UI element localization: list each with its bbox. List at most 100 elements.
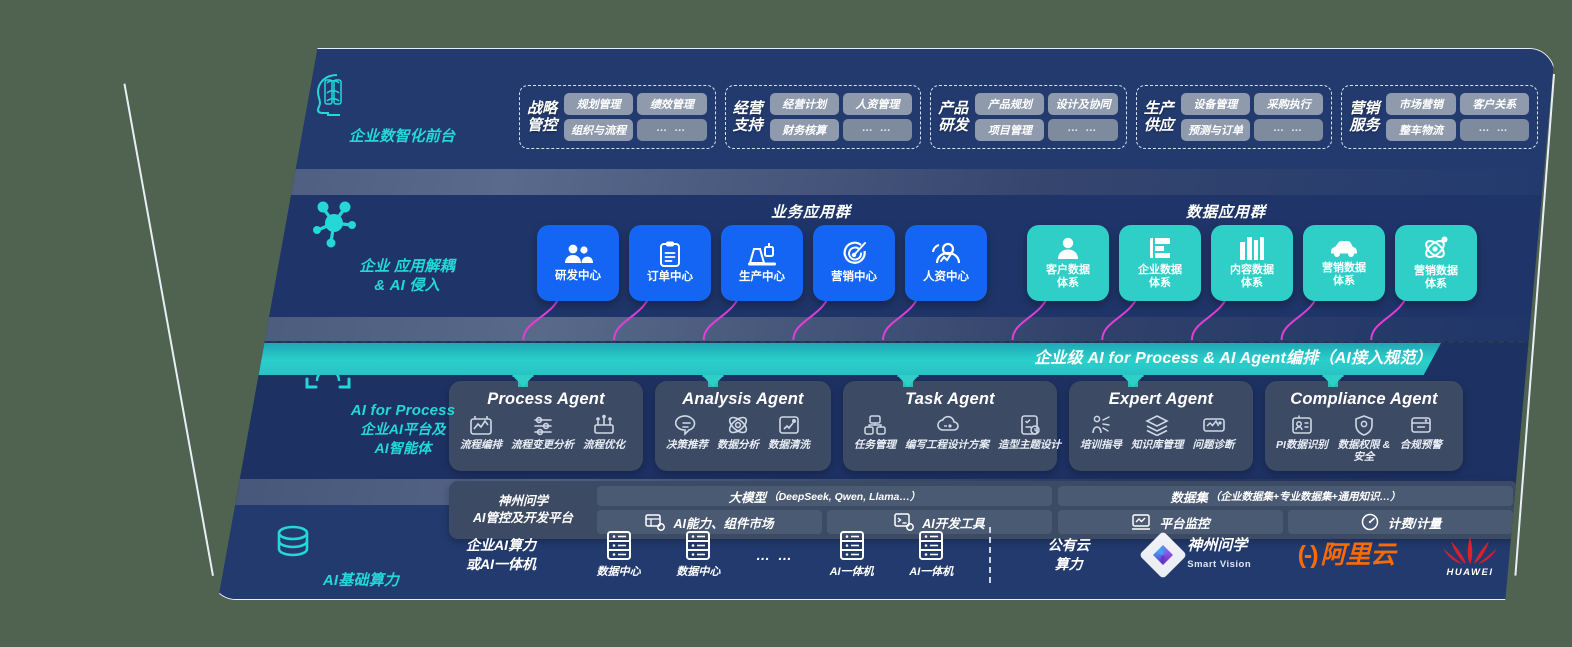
domain-chip[interactable]: 客户关系 <box>1459 93 1529 115</box>
ai-dev-tool-cell[interactable]: AI开发工具 <box>827 510 1052 534</box>
domain-group-production-supply[interactable]: 生产 供应 设备管理 采购执行 预测与订单 … … <box>1135 85 1333 149</box>
domain-chip-more[interactable]: … … <box>1459 119 1529 141</box>
agent-card-row: Process Agent 流程编排 流程变更分析 <box>449 381 1463 472</box>
agent-item-label: 编写工程设计方案 <box>905 439 989 451</box>
agent-item[interactable]: 流程优化 <box>580 414 628 451</box>
domain-chip[interactable]: 财务核算 <box>769 119 839 141</box>
domain-chip[interactable]: 整车物流 <box>1386 119 1456 141</box>
dataset-row[interactable]: 数据集 （企业数据集+专业数据集+通用知识…） <box>1058 486 1513 507</box>
enterprise-compute-label: 企业AI算力 或AI一体机 <box>466 537 536 572</box>
agent-item[interactable]: 数据清洗 <box>765 414 813 451</box>
domain-chip-more[interactable]: … … <box>1048 119 1118 141</box>
aliyun-logo[interactable]: (-) 阿里云 <box>1298 542 1396 568</box>
app-card-enterprise-data[interactable]: 企业数据 体系 <box>1119 225 1201 301</box>
app-card-label: 人资中心 <box>923 271 969 284</box>
domain-chip[interactable]: 规划管理 <box>564 93 634 115</box>
domain-group-product-rd[interactable]: 产品 研发 产品规划 设计及协同 项目管理 … … <box>930 85 1127 149</box>
app-card-label: 营销中心 <box>831 271 877 284</box>
agent-item[interactable]: 流程变更分析 <box>508 414 577 451</box>
app-card-label: 内容数据 体系 <box>1230 264 1274 289</box>
domain-chip[interactable]: 经营计划 <box>769 93 839 115</box>
billing-metering-cell[interactable]: 计费/计量 <box>1288 510 1513 534</box>
domain-title: 产品 研发 <box>938 99 969 134</box>
domain-chip[interactable]: 绩效管理 <box>637 93 707 115</box>
agent-item[interactable]: 流程编排 <box>457 414 505 451</box>
app-card-hr-center[interactable]: 人资中心 <box>905 225 987 301</box>
agent-item-label: 任务管理 <box>854 439 896 451</box>
app-card-marketing-data[interactable]: 营销数据 体系 <box>1395 225 1477 301</box>
domain-chip-more[interactable]: … … <box>1254 119 1324 141</box>
app-card-marketing-center[interactable]: 营销中心 <box>813 225 895 301</box>
domain-chip[interactable]: 预测与订单 <box>1180 119 1251 141</box>
shenzhou-wenxue-logo[interactable]: 神州问学 Smart Vision <box>1139 530 1252 580</box>
agent-item[interactable]: 问题诊断 <box>1190 414 1238 451</box>
agent-card-process[interactable]: Process Agent 流程编排 流程变更分析 <box>449 381 643 472</box>
agent-card-compliance[interactable]: Compliance Agent PI数据识别 数据权限 & 安全 <box>1265 381 1463 472</box>
agent-item[interactable]: 决策推荐 <box>663 414 711 451</box>
agent-item-label: 知识库管理 <box>1131 439 1184 451</box>
ai-platform-bar[interactable]: 神州问学 AI管控及开发平台 大模型 （DeepSeek, Qwen, Llama… <box>449 481 1519 539</box>
infra-node-datacenter-2[interactable]: 数据中心 <box>676 530 720 579</box>
app-card-production-center[interactable]: 生产中心 <box>721 225 803 301</box>
domain-chip[interactable]: 产品规划 <box>975 93 1045 115</box>
agent-item[interactable]: PI数据识别 <box>1273 414 1331 463</box>
domain-chip-more[interactable]: … … <box>637 119 707 141</box>
ai-capability-market-cell[interactable]: AI能力、组件市场 <box>597 510 822 534</box>
server-rack-icon <box>837 530 867 562</box>
infra-node-datacenter-1[interactable]: 数据中心 <box>597 530 641 579</box>
data-apps-row: 客户数据 体系 企业数据 体系 内容数据 体系 营销数据 体系 <box>1027 225 1477 301</box>
logo-text-en: Smart Vision <box>1187 558 1252 570</box>
infra-node-ai-appliance-2[interactable]: AI一体机 <box>909 530 953 579</box>
domain-chip[interactable]: 项目管理 <box>975 119 1045 141</box>
agent-card-analysis[interactable]: Analysis Agent 决策推荐 数据分析 <box>655 381 831 472</box>
llm-row[interactable]: 大模型 （DeepSeek, Qwen, Llama…） <box>597 486 1052 507</box>
platform-name: 神州问学 AI管控及开发平台 <box>455 486 591 534</box>
agent-item[interactable]: 培训指导 <box>1077 414 1125 451</box>
huawei-logo[interactable]: HUAWEI <box>1442 533 1498 578</box>
app-card-label: 营销数据 体系 <box>1322 262 1366 287</box>
logo-text-en: HUAWEI <box>1446 566 1494 578</box>
checklist-clock-icon <box>1018 414 1042 436</box>
rail-label-line3: AI智能体 <box>374 440 432 457</box>
agent-item-label: 数据分析 <box>717 439 759 451</box>
agent-item[interactable]: 造型主题设计 <box>995 414 1064 451</box>
domain-chip[interactable]: 采购执行 <box>1254 93 1324 115</box>
domain-chip[interactable]: 组织与流程 <box>564 119 634 141</box>
infra-divider <box>988 527 991 583</box>
agent-item[interactable]: 编写工程设计方案 <box>902 414 992 451</box>
domain-chip[interactable]: 设计及协同 <box>1048 93 1118 115</box>
platform-monitor-cell[interactable]: 平台监控 <box>1058 510 1283 534</box>
app-card-content-data[interactable]: 内容数据 体系 <box>1211 225 1293 301</box>
platform-monitor-label: 平台监控 <box>1159 516 1210 531</box>
rail-decoupling: 企业 应用解耦 & AI 侵入 <box>307 199 507 295</box>
bars-content-icon <box>1239 236 1265 261</box>
huawei-flower-icon <box>1442 533 1498 565</box>
infra-node-ai-appliance-1[interactable]: AI一体机 <box>830 530 874 579</box>
domain-group-operation[interactable]: 经营 支持 经营计划 人资管理 财务核算 … … <box>724 85 922 149</box>
app-card-product-data[interactable]: 营销数据 体系 <box>1303 225 1385 301</box>
car-icon <box>1329 238 1359 258</box>
shield-key-icon <box>1352 414 1376 436</box>
app-card-label: 客户数据 体系 <box>1046 264 1090 289</box>
app-card-label: 企业数据 体系 <box>1138 264 1182 289</box>
agent-item[interactable]: 合规预警 <box>1397 414 1445 463</box>
agent-item[interactable]: 数据分析 <box>714 414 762 451</box>
domain-chip[interactable]: 人资管理 <box>842 93 913 115</box>
agent-item[interactable]: 数据权限 & 安全 <box>1334 414 1394 463</box>
llm-label: 大模型 <box>728 490 767 505</box>
agent-card-task[interactable]: Task Agent 任务管理 编写工程设计方案 <box>843 381 1061 472</box>
agent-card-expert[interactable]: Expert Agent 培训指导 知识库管理 <box>1069 381 1253 472</box>
domain-chip-more[interactable]: … … <box>842 119 913 141</box>
users-group-icon <box>563 242 593 266</box>
rail-label: 企业数智化前台 <box>348 128 456 145</box>
agent-item[interactable]: 任务管理 <box>851 414 899 451</box>
app-card-order-center[interactable]: 订单中心 <box>629 225 711 301</box>
domain-chip[interactable]: 设备管理 <box>1180 93 1251 115</box>
agent-item[interactable]: 知识库管理 <box>1128 414 1187 451</box>
domain-chip[interactable]: 市场营销 <box>1386 93 1456 115</box>
app-card-rd-center[interactable]: 研发中心 <box>537 225 619 301</box>
ai-dev-tool-label: AI开发工具 <box>922 516 985 531</box>
domain-group-strategy[interactable]: 战略 管控 规划管理 绩效管理 组织与流程 … … <box>519 85 716 149</box>
domain-group-marketing-service[interactable]: 营销 服务 市场营销 客户关系 整车物流 … … <box>1341 85 1538 149</box>
app-card-customer-data[interactable]: 客户数据 体系 <box>1027 225 1109 301</box>
